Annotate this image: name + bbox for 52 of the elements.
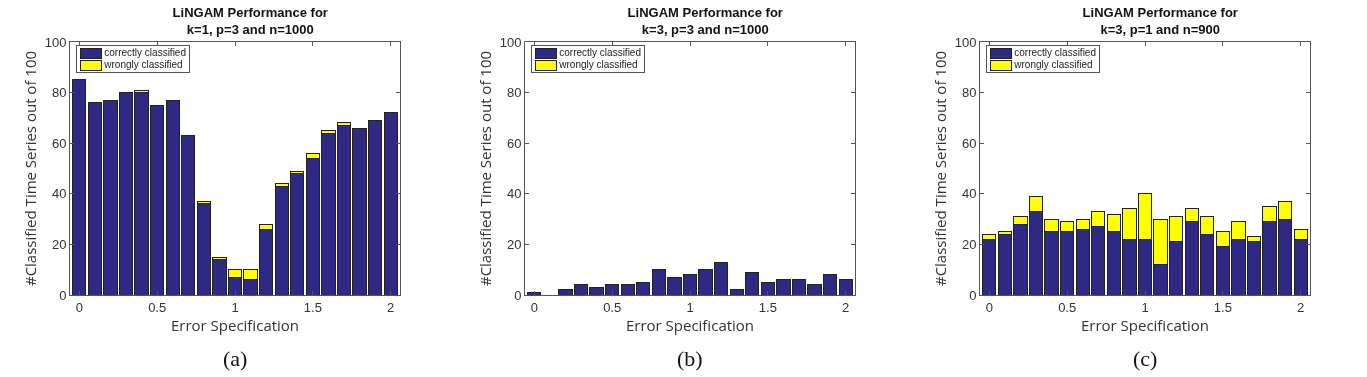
- chart-title: LiNGAM Performance for k=3, p=1 and n=900: [1082, 4, 1238, 37]
- x-axis-title: Error Specification: [625, 314, 755, 335]
- chart-title: LiNGAM Performance for k=1, p=3 and n=1000: [172, 4, 328, 37]
- x-axis-title: Error Specification: [1080, 314, 1210, 335]
- y-tick-label: 100: [954, 34, 977, 50]
- x-tick-label: 0: [530, 299, 538, 315]
- x-tick-label: 1.5: [1213, 299, 1232, 315]
- x-tick-label: 2: [1297, 299, 1305, 315]
- y-tick-label: 0: [59, 287, 67, 303]
- legend-label: correctly classified: [104, 47, 186, 59]
- y-axis-title: #Classified Time Series out of 100: [929, 50, 950, 287]
- y-tick-label: 20: [961, 236, 977, 252]
- x-tick-label: 0.5: [603, 299, 622, 315]
- x-tick-label: 0: [75, 299, 83, 315]
- y-axis-title: #Classified Time Series out of 100: [474, 50, 495, 287]
- chart-title: LiNGAM Performance for k=3, p=3 and n=1000: [627, 4, 783, 37]
- x-tick-label: 1: [1141, 299, 1149, 315]
- x-tick-label: 1: [686, 299, 694, 315]
- x-tick-label: 1: [231, 299, 239, 315]
- x-tick-label: 0: [985, 299, 993, 315]
- x-tick-label: 0.5: [1058, 299, 1077, 315]
- text: (b): [677, 346, 703, 371]
- legend-label: correctly classified: [1014, 47, 1096, 59]
- y-tick-label: 100: [44, 34, 67, 50]
- y-tick-label: 40: [961, 186, 977, 202]
- legend-label: wrongly classified: [104, 59, 183, 71]
- legend-label: correctly classified: [559, 47, 641, 59]
- y-tick-label: 80: [506, 85, 522, 101]
- y-tick-label: 60: [51, 135, 67, 151]
- y-tick-label: 60: [506, 135, 522, 151]
- x-tick-label: 2: [842, 299, 850, 315]
- x-tick-label: 0.5: [148, 299, 167, 315]
- y-tick-label: 20: [51, 236, 67, 252]
- text: (a): [223, 346, 248, 371]
- bar: [527, 291, 542, 295]
- y-tick-label: 80: [51, 85, 67, 101]
- x-tick-label: 1.5: [303, 299, 322, 315]
- y-tick-label: 40: [506, 186, 522, 202]
- y-tick-label: 20: [506, 236, 522, 252]
- y-tick-label: 100: [499, 34, 522, 50]
- y-tick-label: 80: [961, 85, 977, 101]
- y-tick-label: 60: [961, 135, 977, 151]
- y-tick-label: 40: [51, 186, 67, 202]
- x-tick-label: 2: [387, 299, 395, 315]
- text: (c): [1133, 346, 1158, 371]
- legend-label: wrongly classified: [1014, 59, 1093, 71]
- legend-label: wrongly classified: [559, 59, 638, 71]
- x-axis-title: Error Specification: [170, 314, 300, 335]
- y-axis-title: #Classified Time Series out of 100: [19, 50, 40, 287]
- y-tick-label: 0: [969, 287, 977, 303]
- x-tick-label: 1.5: [758, 299, 777, 315]
- y-tick-label: 0: [514, 287, 522, 303]
